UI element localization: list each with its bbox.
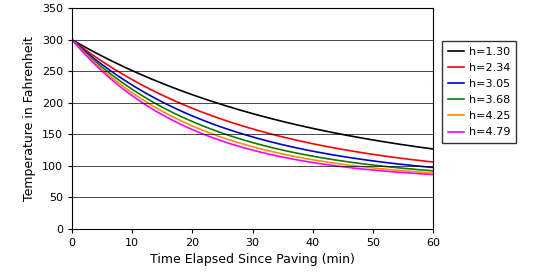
h=4.25: [350, 164, 357, 167]
h=4.25: [228, 139, 234, 142]
h=4.79: [215, 138, 221, 141]
h=3.05: [228, 129, 234, 132]
h=4.79: [228, 142, 234, 146]
h=1.30: [316, 128, 323, 132]
h=3.68: [228, 134, 234, 138]
h=4.25: [105, 73, 112, 77]
h=4.79: [316, 162, 323, 165]
h=4.25: [316, 159, 323, 163]
h=3.05: [105, 68, 112, 71]
h=2.34: [357, 151, 364, 154]
h=3.68: [105, 71, 112, 74]
h=3.68: [357, 162, 364, 165]
h=3.05: [316, 151, 323, 154]
h=3.05: [430, 166, 436, 169]
h=3.05: [69, 38, 75, 42]
h=2.34: [350, 150, 357, 153]
Line: h=4.79: h=4.79: [72, 40, 433, 175]
h=1.30: [215, 102, 221, 105]
h=4.25: [215, 134, 221, 138]
h=4.79: [350, 166, 357, 170]
h=1.30: [69, 38, 75, 42]
h=1.30: [430, 147, 436, 151]
h=1.30: [228, 106, 234, 109]
Y-axis label: Temperature in Fahrenheit: Temperature in Fahrenheit: [23, 36, 37, 201]
h=1.30: [357, 136, 364, 140]
h=3.05: [357, 157, 364, 161]
X-axis label: Time Elapsed Since Paving (min): Time Elapsed Since Paving (min): [150, 253, 355, 266]
h=4.79: [105, 76, 112, 79]
Line: h=3.05: h=3.05: [72, 40, 433, 167]
h=3.05: [350, 157, 357, 160]
h=2.34: [228, 121, 234, 124]
h=4.25: [430, 171, 436, 175]
Line: h=4.25: h=4.25: [72, 40, 433, 173]
Legend: h=1.30, h=2.34, h=3.05, h=3.68, h=4.25, h=4.79: h=1.30, h=2.34, h=3.05, h=3.68, h=4.25, …: [442, 41, 516, 143]
h=2.34: [316, 143, 323, 147]
h=4.79: [357, 167, 364, 170]
h=4.79: [69, 38, 75, 42]
h=4.25: [69, 38, 75, 42]
h=4.25: [357, 165, 364, 168]
h=3.68: [430, 169, 436, 172]
h=1.30: [350, 135, 357, 138]
Line: h=3.68: h=3.68: [72, 40, 433, 171]
h=3.68: [350, 161, 357, 164]
h=3.05: [215, 124, 221, 128]
h=4.79: [430, 173, 436, 176]
Line: h=2.34: h=2.34: [72, 40, 433, 162]
h=2.34: [430, 160, 436, 164]
Line: h=1.30: h=1.30: [72, 40, 433, 149]
h=2.34: [215, 116, 221, 120]
h=2.34: [105, 64, 112, 68]
h=3.68: [215, 130, 221, 133]
h=3.68: [69, 38, 75, 42]
h=3.68: [316, 156, 323, 159]
h=1.30: [105, 58, 112, 61]
h=2.34: [69, 38, 75, 42]
